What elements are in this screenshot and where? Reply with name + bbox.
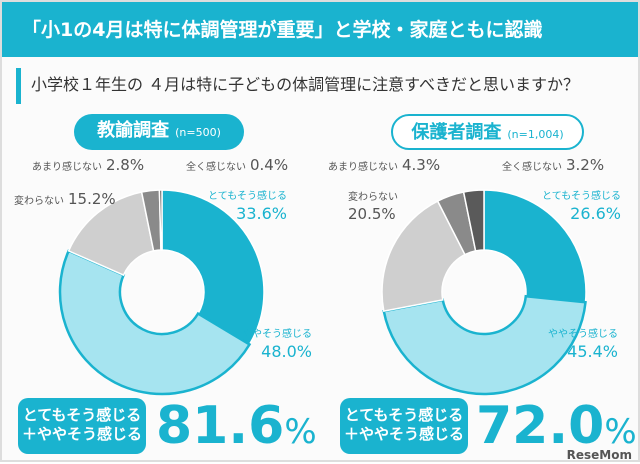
parent-survey-label: 保護者調査 (n=1,004) (391, 114, 584, 150)
label-right-1: ややそう感じる 45.4% (548, 329, 618, 361)
parent-survey-title: 保護者調査 (411, 122, 502, 143)
label-left-0: とてもそう感じる 33.6% (208, 191, 287, 223)
label-left-4: 全く感じない 0.4% (186, 156, 289, 174)
donut-0-slice-1 (58, 249, 252, 396)
page-title: 「小1の4月は特に体調管理が重要」と学校・家庭ともに認識 (2, 2, 638, 57)
teacher-survey-title: 教諭調査 (97, 120, 170, 141)
donut-1-slice-0 (483, 189, 587, 304)
label-left-2: 変わらない 15.2% (14, 190, 116, 208)
summary-value-right: 72.0% (476, 396, 637, 456)
label-left-1: ややそう感じる 48.0% (242, 329, 312, 361)
parent-survey-n: (n=1,004) (507, 128, 564, 141)
donut-0-slice-0 (161, 189, 265, 346)
summary-label-right: とてもそう感じる ＋ややそう感じる (340, 398, 468, 454)
teacher-survey-label: 教諭調査 (n=500) (74, 114, 244, 150)
summary-value-left: 81.6% (156, 396, 317, 456)
label-right-3: あまり感じない 4.3% (328, 156, 441, 174)
label-right-4: 全く感じない 3.2% (502, 156, 605, 174)
label-right-2: 変わらない 20.5% (348, 192, 398, 223)
resemom-logo: ReseMom (566, 448, 632, 462)
label-right-0: とてもそう感じる 26.6% (542, 191, 621, 223)
teacher-survey-n: (n=500) (175, 126, 221, 139)
question-heading: 小学校１年生の ４月は特に子どもの体調管理に注意すべきだと思いますか？ (16, 68, 626, 104)
donut-1-slice-4 (462, 189, 485, 252)
donut-0-slice-4 (158, 189, 163, 251)
donut-1-slice-1 (382, 294, 587, 396)
summary-label-left: とてもそう感じる ＋ややそう感じる (18, 398, 146, 454)
donut-1-slice-2 (381, 200, 466, 312)
label-left-3: あまり感じない 2.8% (32, 156, 145, 174)
